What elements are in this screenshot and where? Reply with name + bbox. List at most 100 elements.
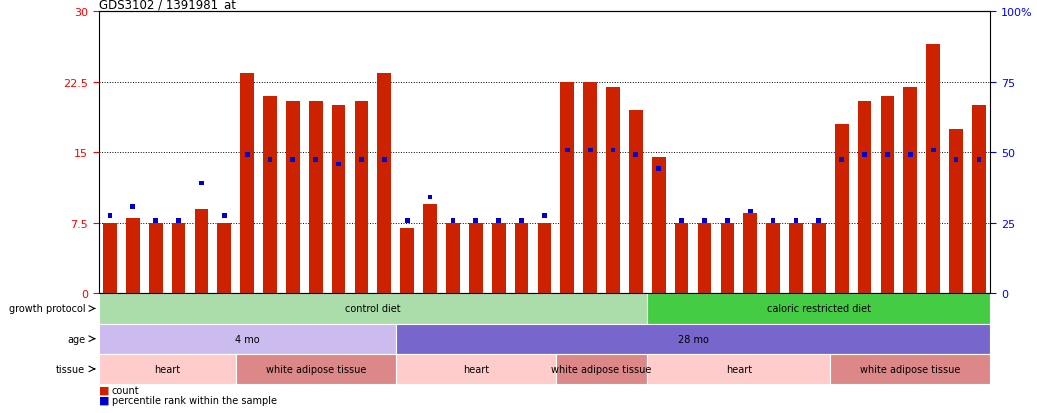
Bar <box>469 223 482 294</box>
Text: 4 mo: 4 mo <box>234 334 259 344</box>
Bar <box>99 324 396 354</box>
Bar <box>268 158 273 162</box>
Bar <box>977 158 981 162</box>
Bar <box>263 97 277 294</box>
Bar <box>396 354 556 384</box>
Text: white adipose tissue: white adipose tissue <box>265 364 366 374</box>
Bar <box>560 83 574 294</box>
Bar <box>793 218 798 223</box>
Bar <box>125 218 140 294</box>
Bar <box>313 158 318 162</box>
Bar <box>427 195 432 200</box>
Bar <box>336 162 341 167</box>
Bar <box>949 130 963 294</box>
Bar <box>199 181 204 186</box>
Bar <box>908 153 913 158</box>
Bar <box>903 88 917 294</box>
Bar <box>831 354 990 384</box>
Bar <box>355 102 368 294</box>
Bar <box>679 218 684 223</box>
Bar <box>607 88 620 294</box>
Bar <box>514 223 529 294</box>
Bar <box>766 223 780 294</box>
Bar <box>377 74 391 294</box>
Bar <box>748 209 753 214</box>
Bar <box>565 148 569 153</box>
Text: heart: heart <box>155 364 180 374</box>
Text: 28 mo: 28 mo <box>677 334 708 344</box>
Bar <box>450 218 455 223</box>
Bar <box>542 214 546 218</box>
Bar <box>149 223 163 294</box>
Bar <box>241 74 254 294</box>
Bar <box>652 158 666 294</box>
Bar <box>446 223 459 294</box>
Bar <box>404 218 410 223</box>
Bar <box>839 158 844 162</box>
Text: control diet: control diet <box>345 304 400 314</box>
Text: percentile rank within the sample: percentile rank within the sample <box>112 395 277 405</box>
Bar <box>885 153 890 158</box>
Bar <box>474 218 478 223</box>
Text: tissue: tissue <box>56 364 85 374</box>
Text: white adipose tissue: white adipose tissue <box>552 364 652 374</box>
Bar <box>172 223 186 294</box>
Bar <box>744 214 757 294</box>
Bar <box>972 106 986 294</box>
Bar <box>359 158 364 162</box>
Bar <box>235 354 396 384</box>
Bar <box>108 214 112 218</box>
Bar <box>647 294 990 324</box>
Bar <box>789 223 803 294</box>
Bar <box>611 148 615 153</box>
Text: growth protocol: growth protocol <box>8 304 85 314</box>
Bar <box>309 102 323 294</box>
Bar <box>862 153 867 158</box>
Bar <box>858 102 871 294</box>
Text: heart: heart <box>726 364 752 374</box>
Bar <box>880 97 894 294</box>
Text: age: age <box>67 334 85 344</box>
Bar <box>770 218 776 223</box>
Bar <box>675 223 689 294</box>
Text: count: count <box>112 385 140 395</box>
Bar <box>176 218 180 223</box>
Bar <box>382 158 387 162</box>
Bar <box>520 218 524 223</box>
Bar <box>195 209 208 294</box>
Bar <box>396 324 990 354</box>
Bar <box>812 223 825 294</box>
Bar <box>721 223 734 294</box>
Bar <box>153 218 158 223</box>
Text: heart: heart <box>463 364 488 374</box>
Bar <box>423 204 437 294</box>
Bar <box>926 45 940 294</box>
Bar <box>537 223 552 294</box>
Bar <box>725 218 730 223</box>
Bar <box>656 167 662 172</box>
Text: caloric restricted diet: caloric restricted diet <box>766 304 871 314</box>
Bar <box>400 228 414 294</box>
Bar <box>816 218 821 223</box>
Bar <box>556 354 647 384</box>
Bar <box>286 102 300 294</box>
Bar <box>218 223 231 294</box>
Bar <box>931 148 935 153</box>
Bar <box>634 153 639 158</box>
Bar <box>222 214 227 218</box>
Bar <box>588 148 592 153</box>
Bar <box>497 218 501 223</box>
Bar <box>332 106 345 294</box>
Bar <box>290 158 296 162</box>
Text: white adipose tissue: white adipose tissue <box>860 364 960 374</box>
Text: GDS3102 / 1391981_at: GDS3102 / 1391981_at <box>99 0 235 11</box>
Bar <box>245 153 250 158</box>
Bar <box>698 223 711 294</box>
Bar <box>131 204 135 209</box>
Bar <box>103 223 117 294</box>
Bar <box>99 294 647 324</box>
Bar <box>702 218 707 223</box>
Bar <box>492 223 506 294</box>
Bar <box>647 354 831 384</box>
Bar <box>583 83 597 294</box>
